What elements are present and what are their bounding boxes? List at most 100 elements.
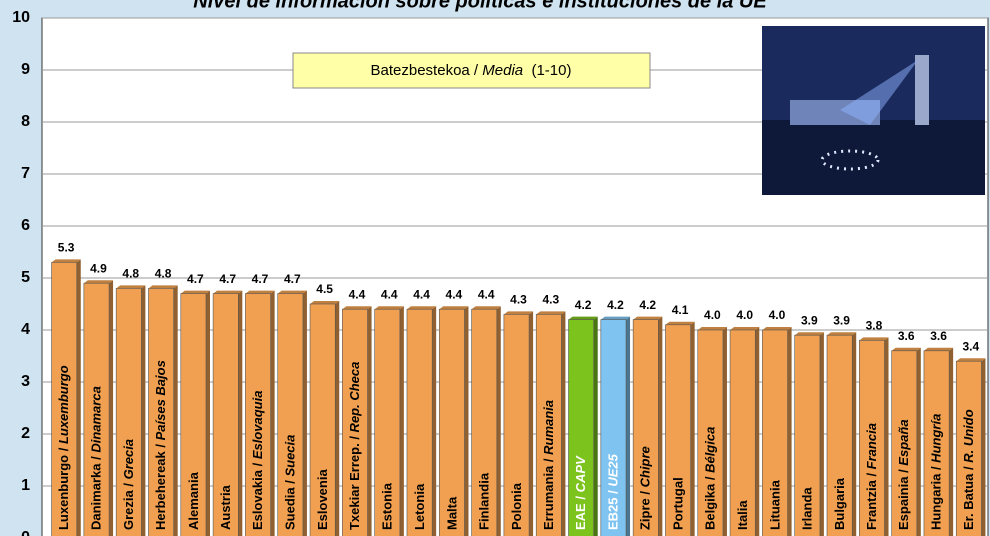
bar — [309, 303, 336, 536]
value-label: 4.4 — [349, 287, 366, 301]
y-tick-label: 2 — [21, 425, 30, 442]
bar — [374, 308, 401, 536]
value-label: 4.8 — [155, 267, 172, 281]
bar — [471, 308, 498, 536]
bar-top — [83, 280, 114, 284]
bar-side — [658, 316, 663, 536]
photo-beam — [840, 60, 918, 125]
bar-side — [593, 316, 598, 536]
x-tick-label: Frantzia / Francia — [864, 423, 879, 530]
bar — [665, 324, 691, 536]
bar-side — [464, 306, 469, 536]
x-tick-label: Finlandia — [477, 472, 492, 530]
y-tick-label: 4 — [21, 321, 30, 338]
y-tick-label: 0 — [21, 529, 30, 536]
bar-top — [762, 327, 792, 330]
bar — [891, 350, 918, 536]
value-label: 4.4 — [446, 287, 463, 301]
x-tick-label: Errumania / Rumania — [541, 400, 556, 530]
bar-side — [302, 290, 307, 536]
bar-top — [633, 316, 663, 320]
y-tick-label: 3 — [21, 373, 30, 390]
x-tick-label: Bulgaria — [832, 477, 847, 530]
bar-top — [891, 347, 921, 351]
bar-top — [245, 290, 275, 294]
y-tick-label: 6 — [21, 217, 30, 234]
x-tick-label: Lituania — [767, 479, 782, 530]
bar — [535, 314, 562, 536]
bar-side — [238, 290, 243, 536]
value-label: 3.6 — [898, 329, 915, 343]
value-label: 4.4 — [381, 287, 398, 301]
bar-top — [730, 327, 760, 330]
x-tick-label: Txekiar Errep. / Rep. Checa — [347, 362, 362, 530]
value-label: 4.8 — [122, 267, 139, 281]
bar-side — [109, 280, 114, 536]
bar-side — [787, 327, 792, 536]
x-tick-label: Luxenburgo / Luxemburgo — [57, 365, 72, 530]
bar — [923, 350, 950, 536]
bar-top — [277, 290, 307, 294]
bar — [245, 293, 271, 536]
x-tick-label: Austria — [218, 484, 233, 530]
x-tick-label: Espainia / España — [897, 419, 912, 530]
x-tick-label: Estonia — [380, 482, 395, 530]
x-tick-label: Suedia / Suecia — [283, 435, 298, 530]
y-tick-label: 9 — [21, 61, 30, 78]
bar-side — [335, 301, 340, 536]
bar-top — [697, 327, 727, 330]
bar-side — [141, 285, 146, 536]
y-tick-label: 8 — [21, 113, 30, 130]
value-label: 4.0 — [769, 308, 786, 322]
value-label: 4.5 — [316, 282, 333, 296]
bar — [568, 319, 595, 536]
x-tick-label: Danimarka / Dinamarca — [89, 386, 104, 530]
x-tick-label: EB25 / UE25 — [606, 453, 621, 530]
bar — [438, 308, 465, 536]
bar-top — [794, 332, 824, 336]
photo-water — [762, 120, 985, 195]
bar-top — [665, 321, 695, 325]
bar-side — [981, 358, 986, 536]
bar — [794, 334, 821, 536]
value-label: 4.3 — [542, 293, 559, 307]
bar-top — [342, 306, 372, 310]
x-tick-label: Hungaria / Hungría — [929, 414, 944, 530]
bar-side — [949, 347, 954, 536]
value-label: 4.2 — [575, 298, 592, 312]
x-tick-label: Letonia — [412, 483, 427, 530]
x-tick-label: EAE / CAPV — [574, 455, 589, 530]
value-label: 4.4 — [413, 287, 430, 301]
value-label: 4.7 — [252, 272, 269, 286]
bar-side — [270, 290, 275, 536]
bar-side — [852, 332, 857, 536]
bar-side — [496, 306, 501, 536]
bar-top — [439, 306, 469, 310]
value-label: 4.2 — [639, 298, 656, 312]
x-tick-label: Malta — [444, 496, 459, 530]
y-tick-label: 5 — [21, 269, 30, 286]
bar-top — [536, 311, 566, 315]
value-label: 3.4 — [963, 339, 980, 353]
x-tick-label: Eslovenia — [315, 469, 330, 530]
bar-top — [859, 337, 889, 341]
bar — [115, 288, 142, 536]
x-tick-label: Irlanda — [800, 487, 815, 530]
bar-top — [956, 358, 986, 362]
bar-side — [529, 311, 534, 536]
bar-top — [406, 306, 437, 310]
bar-side — [884, 337, 889, 536]
bar-top — [471, 306, 501, 310]
photo-lighthouse — [915, 55, 929, 125]
bar-side — [819, 332, 824, 536]
bar — [859, 340, 885, 536]
bar — [826, 334, 853, 536]
bar — [342, 308, 368, 536]
x-tick-label: Belgika / Bélgica — [703, 427, 718, 530]
bar-top — [827, 332, 857, 336]
bar-side — [626, 316, 631, 536]
bar-top — [180, 290, 210, 294]
legend-label: Batezbestekoa / Media (1-10) — [371, 62, 572, 79]
bar — [406, 308, 433, 536]
